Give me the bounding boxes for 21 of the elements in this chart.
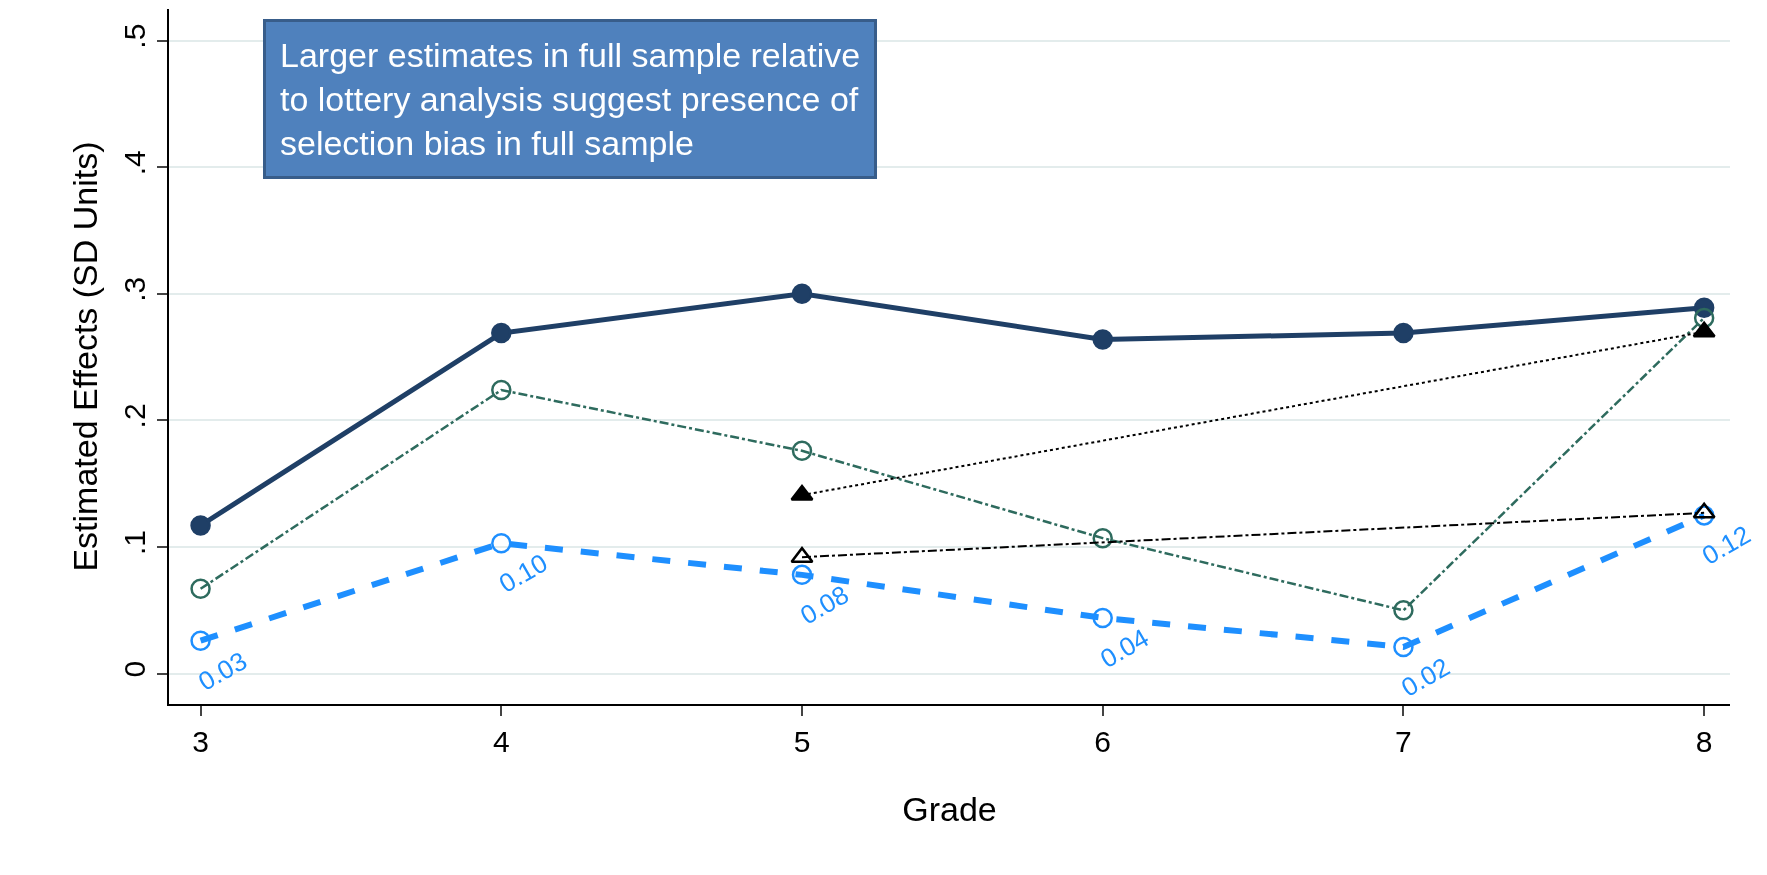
y-tick-label: 0 [118, 660, 151, 678]
data-label: 0.04 [1094, 622, 1154, 674]
y-tick-label: .1 [118, 530, 151, 556]
data-label: 0.02 [1395, 651, 1455, 703]
data-label: 0.03 [193, 645, 252, 697]
x-tick-label: 5 [793, 725, 811, 758]
x-tick-label: 4 [492, 725, 510, 758]
x-axis-title: Grade [902, 789, 997, 828]
x-tick-label: 8 [1695, 725, 1713, 758]
y-tick-label: .4 [118, 150, 151, 176]
data-label: 0.08 [794, 579, 854, 631]
x-tick-label: 7 [1395, 725, 1412, 758]
annotation: Larger estimates in full sample relative to lottery analysis suggest presence of selection bias in full sample [280, 36, 861, 163]
y-tick-label: .2 [118, 403, 151, 429]
y-tick-label: .5 [118, 23, 151, 49]
y-tick-label: .3 [118, 276, 151, 302]
data-label: 0.12 [1696, 519, 1756, 571]
data-label: 0.10 [493, 547, 553, 599]
x-tick-label: 6 [1094, 725, 1112, 758]
x-tick-label: 3 [192, 725, 209, 758]
y-axis-title: Estimated Effects (SD Units) [66, 141, 105, 572]
